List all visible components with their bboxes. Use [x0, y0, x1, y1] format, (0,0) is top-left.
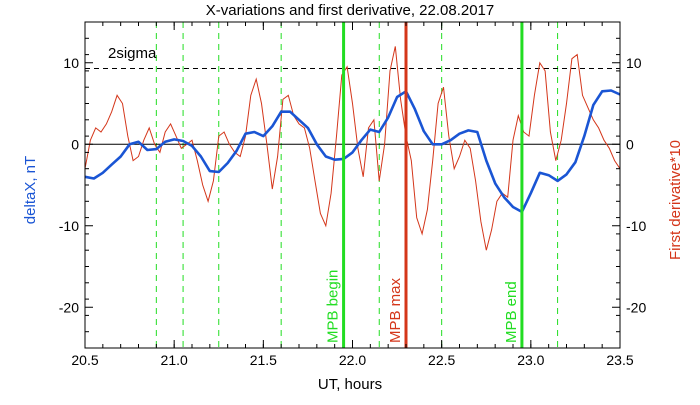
deltaX-series-line	[84, 89, 621, 214]
y-right-tick-label-3: 0	[626, 136, 634, 152]
x-tick-label-1: 20.5	[71, 352, 98, 368]
y-left-tick-label-1: -20	[59, 299, 79, 315]
x-tick-label-6: 23.0	[517, 352, 544, 368]
marker-label-mpb-max: MPB max	[387, 277, 404, 343]
y-right-tick-label-2: -10	[626, 218, 646, 234]
x-tick-label-4: 22.0	[339, 352, 366, 368]
x-tick-label-2: 21.0	[161, 352, 188, 368]
x-tick-label-7: 23.5	[606, 352, 633, 368]
x-tick-label-5: 22.5	[428, 352, 455, 368]
y-axis-right-label: First derivative*10	[667, 140, 684, 260]
derivative-series-line	[84, 46, 621, 251]
x-tick-label-3: 21.5	[250, 352, 277, 368]
chart-title: X-variations and first derivative, 22.08…	[206, 2, 495, 19]
plot-layer: MPB begin MPB max MPB end 20.5 21.0 21.5 22.0 2…	[59, 21, 646, 368]
x-axis-label: UT, hours	[318, 376, 382, 393]
y-left-tick-label-3: 0	[71, 136, 79, 152]
y-left-tick-label-4: 10	[63, 55, 79, 71]
threshold-label: 2sigma	[108, 45, 157, 62]
y-right-tick-label-1: -20	[626, 299, 646, 315]
y-axis-left-label: deltaX, nT	[22, 156, 39, 224]
plot-frame	[84, 21, 621, 349]
marker-label-mpb-end: MPB end	[503, 281, 520, 343]
marker-label-mpb-begin: MPB begin	[325, 270, 342, 343]
y-left-tick-label-2: -10	[59, 218, 79, 234]
y-right-tick-label-4: 10	[626, 55, 642, 71]
